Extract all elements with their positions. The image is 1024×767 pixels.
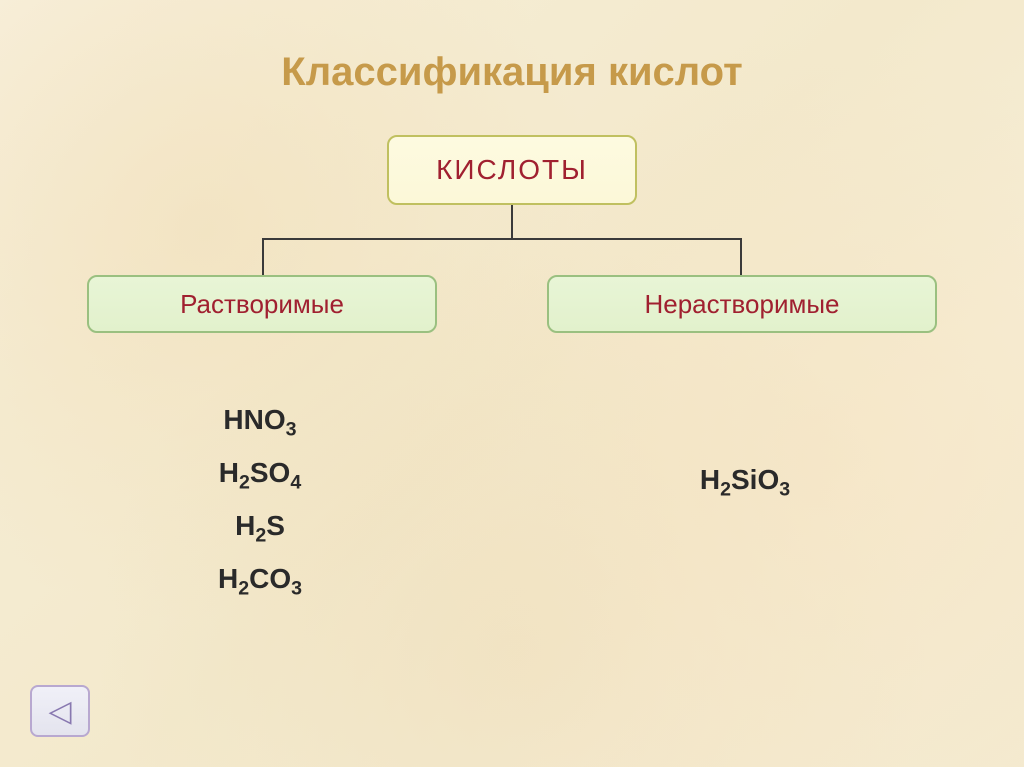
formula-list-soluble: HNO3H2SO4H2SH2CO3 — [165, 395, 355, 606]
chemical-formula: HNO3 — [165, 395, 355, 448]
connector-drop-left — [262, 238, 264, 275]
back-button[interactable]: ◁ — [30, 685, 90, 737]
chemical-formula: H2S — [165, 501, 355, 554]
connector-drop-right — [740, 238, 742, 275]
connector-hbar — [262, 238, 742, 240]
page-title: Классификация кислот — [0, 50, 1024, 95]
chemical-formula: H2CO3 — [165, 554, 355, 607]
tree-child-soluble: Растворимые — [87, 275, 437, 333]
tree-root: КИСЛОТЫ — [387, 135, 637, 205]
connector-stem — [511, 205, 513, 240]
chemical-formula: H2SiO3 — [660, 455, 830, 508]
triangle-left-icon: ◁ — [48, 694, 71, 729]
tree-child-insoluble: Нерастворимые — [547, 275, 937, 333]
formula-list-insoluble: H2SiO3 — [660, 455, 830, 508]
chemical-formula: H2SO4 — [165, 448, 355, 501]
